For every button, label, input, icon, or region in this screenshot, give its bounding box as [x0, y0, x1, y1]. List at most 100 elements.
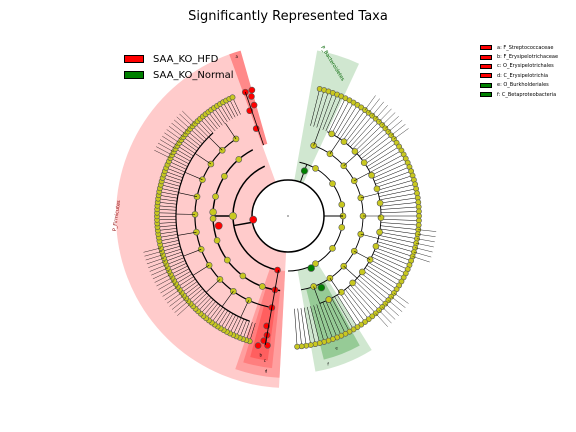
tree-branch: [162, 248, 182, 255]
tree-branch: [378, 310, 392, 324]
tree-branch: [178, 192, 198, 197]
tree-branch: [222, 102, 233, 119]
tree-branch: [310, 88, 320, 126]
tree-branch: [354, 124, 383, 152]
tree-branch: [190, 290, 205, 304]
tree-branch: [214, 308, 226, 325]
tree-branch: [313, 128, 321, 146]
tree-branch: [197, 297, 212, 312]
tree-branch: [342, 291, 366, 323]
tree-branch: [160, 240, 179, 245]
tree-branch: [372, 253, 408, 270]
taxa-label: b: F_Erysipelotrichaceae: [497, 54, 559, 61]
tree-branch: [167, 260, 186, 269]
firmicutes-clade-shade: [116, 54, 288, 388]
taxa-legend-item: e: O_Burkholderiales: [480, 81, 558, 90]
root-node: [287, 215, 289, 217]
tree-branch: [158, 234, 178, 238]
clade-label-d: d: [265, 368, 268, 373]
clade-label-b: b: [259, 352, 262, 357]
tree-branch: [297, 308, 302, 347]
tree-branch: [356, 278, 386, 304]
tree-branch: [329, 138, 341, 154]
tree-node: [373, 185, 381, 193]
tree-branch: [158, 280, 175, 290]
tree-node: [329, 245, 336, 252]
tree-branch: [179, 142, 196, 154]
taxa-swatch: [480, 92, 492, 98]
tree-branch: [208, 111, 221, 128]
tree-branch: [200, 299, 214, 314]
tree-branch: [313, 305, 325, 342]
taxa-swatch: [480, 73, 492, 79]
tree-branch: [175, 148, 192, 159]
tree-branch: [199, 118, 214, 134]
legend-label-normal: SAA_KO_Normal: [153, 69, 234, 81]
tree-branch: [232, 97, 241, 115]
tree-branch: [380, 222, 419, 226]
tree-branch: [347, 287, 373, 317]
tree-node: [351, 148, 359, 155]
burkholderiales-clade-shade: [306, 281, 360, 360]
tree-branch: [307, 306, 316, 345]
tree-branch: [182, 110, 196, 124]
tree-branch: [328, 299, 346, 334]
tree-branch: [376, 175, 413, 188]
tree-branch: [354, 172, 371, 182]
tree-branch: [149, 264, 167, 272]
clade-label-c: c: [264, 358, 266, 363]
tree-branch: [371, 256, 406, 274]
tree-branch: [388, 300, 403, 312]
tree-branch: [192, 265, 210, 276]
tree-branch: [220, 311, 231, 329]
tree-branch: [156, 146, 173, 156]
tree-branch: [382, 306, 396, 320]
tree-branch: [223, 313, 234, 331]
tree-branch: [146, 257, 165, 265]
bacteroidetes-clade-shade: [288, 50, 359, 217]
tree-branch: [316, 91, 329, 128]
clade-label-a: a: [235, 54, 238, 59]
tree-branch: [369, 259, 404, 278]
tree-branch: [177, 231, 197, 236]
taxa-legend-item: a: F_Streptococcaceae: [480, 43, 558, 52]
clade-label-f: f: [327, 362, 329, 367]
tree-branch: [205, 279, 221, 293]
tree-branch: [183, 249, 202, 257]
tree-branch: [185, 286, 201, 299]
tree-branch: [156, 277, 173, 287]
tree-branch: [334, 102, 354, 136]
tree-branch: [217, 310, 229, 327]
tree-branch: [369, 154, 404, 173]
tree-branch: [221, 291, 234, 307]
tree-node: [317, 283, 326, 292]
tree-branch: [167, 292, 182, 304]
tree-branch: [339, 292, 362, 325]
tree-branch: [181, 281, 198, 293]
streptococcaceae-clade-shade: [229, 50, 268, 146]
tree-branch: [162, 135, 178, 146]
tree-branch: [412, 256, 430, 263]
tree-branch: [161, 245, 181, 252]
tree-branch: [152, 271, 170, 280]
tree-branch: [416, 243, 434, 248]
tree-node: [254, 342, 262, 349]
tree-node: [376, 199, 384, 207]
tree-branch: [377, 241, 414, 253]
tree-branch: [339, 107, 362, 140]
tree-branch: [319, 92, 334, 129]
tree-branch: [163, 174, 182, 181]
tree-branch: [166, 167, 184, 176]
tree-branch: [352, 121, 380, 150]
tree-branch: [170, 157, 188, 167]
tree-branch: [415, 247, 433, 253]
tree-branch: [374, 166, 410, 182]
tree-branch: [375, 170, 412, 185]
tree-branch: [219, 103, 231, 121]
tree-node: [360, 159, 368, 166]
tree-node: [340, 138, 348, 146]
tree-branch: [171, 298, 187, 310]
tree-branch: [368, 150, 402, 170]
tree-branch: [343, 265, 358, 279]
tree-node: [224, 256, 231, 264]
